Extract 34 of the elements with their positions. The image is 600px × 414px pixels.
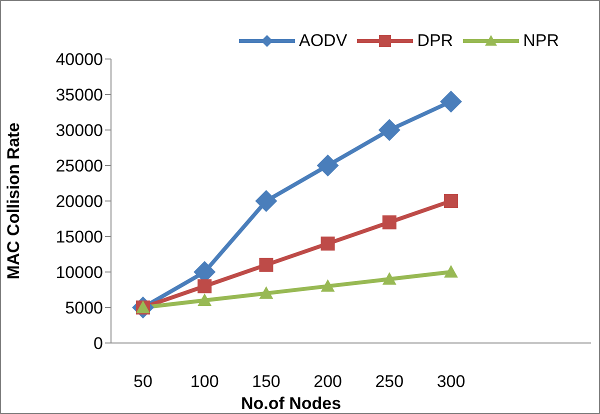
point (255, 190, 278, 212)
legend-label: DPR (416, 31, 454, 51)
x-axis-title: No.of Nodes (240, 394, 342, 413)
point (198, 279, 212, 294)
y-tick-label: 30000 (56, 121, 103, 140)
x-tick-label: 250 (375, 372, 404, 392)
point (198, 293, 212, 306)
point (382, 215, 396, 230)
point (320, 236, 335, 251)
y-axis-title: MAC Collision Rate (4, 122, 24, 280)
y-tick-label: 5000 (65, 298, 103, 318)
legend-label: AODV (298, 31, 348, 51)
point (440, 90, 462, 113)
x-tick-label: 100 (190, 372, 219, 392)
y-tick-label: 25000 (56, 156, 103, 176)
x-tick-label: 50 (134, 372, 152, 392)
point (378, 119, 400, 141)
point (320, 279, 335, 292)
point (444, 265, 458, 278)
x-tick-label: 300 (436, 372, 466, 392)
y-tick-label: 15000 (56, 228, 103, 247)
point (259, 286, 274, 299)
y-tick-label: 40000 (56, 50, 103, 70)
y-tick-label: 10000 (56, 263, 103, 282)
x-tick-label: 200 (314, 372, 342, 392)
y-tick-label: 0 (94, 334, 103, 354)
point (444, 194, 458, 208)
legend-label: NPR (522, 31, 559, 51)
x-tick-label: 150 (252, 372, 280, 392)
y-tick-label: 35000 (56, 86, 103, 105)
point (259, 258, 274, 272)
point (316, 154, 339, 176)
y-tick-label: 20000 (56, 192, 103, 212)
point (382, 272, 396, 285)
